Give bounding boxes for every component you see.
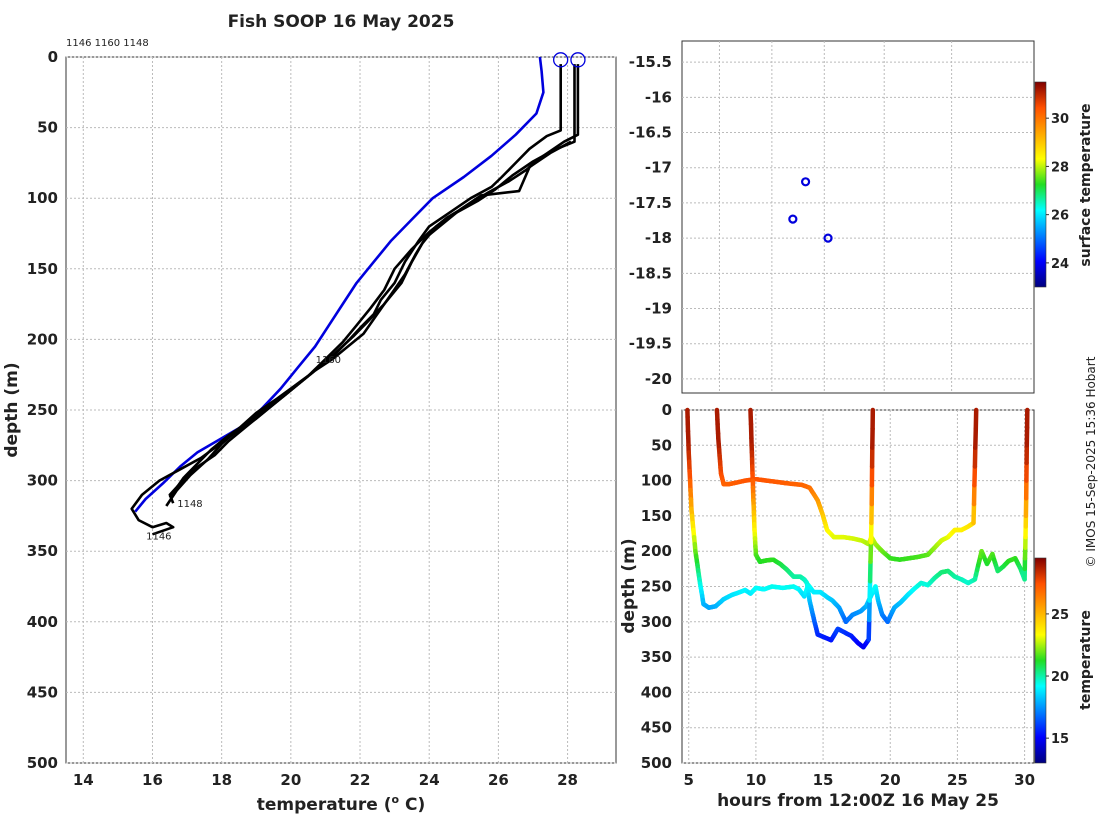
time-y-tick-label: 150	[641, 507, 672, 525]
map-y-tick-label: -15.5	[629, 53, 672, 71]
y-tick-label: 400	[27, 613, 58, 631]
track-segment	[867, 578, 873, 603]
time-y-tick-label: 0	[662, 401, 672, 419]
colorbar-tick-label: 15	[1051, 732, 1069, 747]
colorbar-label: temperature	[1078, 610, 1094, 710]
time-x-tick-label: 15	[813, 771, 834, 789]
time-y-axis-label: depth (m)	[619, 538, 639, 633]
track-segment	[972, 464, 978, 488]
track-segment	[868, 540, 874, 565]
time-x-axis-label: hours from 12:00Z 16 May 25	[717, 791, 999, 811]
map-point	[788, 214, 798, 224]
map-y-tick-label: -16.5	[629, 124, 672, 142]
time-y-tick-label: 50	[651, 436, 672, 454]
map-y-tick-label: -16	[645, 88, 672, 106]
time-x-tick-label: 5	[683, 771, 693, 789]
map-y-tick-label: -18	[645, 229, 672, 247]
colorbar-tick-label: 30	[1051, 112, 1069, 127]
colorbar-label: surface temperature	[1078, 103, 1094, 266]
colorbar-scale	[1034, 557, 1047, 764]
y-tick-label: 150	[27, 260, 58, 278]
track-mid	[748, 407, 876, 650]
y-axis-label: depth (m)	[2, 362, 22, 457]
x-tick-label: 16	[142, 771, 163, 789]
colorbar-tick-label: 25	[1051, 608, 1069, 623]
surface-marker	[553, 52, 569, 68]
y-tick-label: 200	[27, 330, 58, 348]
map-point	[800, 177, 811, 187]
map-point	[823, 233, 833, 243]
time-y-tick-label: 250	[641, 578, 672, 596]
y-tick-label: 250	[27, 401, 58, 419]
time-x-tick-label: 25	[947, 771, 968, 789]
colorbar-tick-label: 28	[1051, 160, 1069, 175]
temperature-colorbar: 15 20 25 temperature	[1034, 557, 1094, 764]
y-tick-label: 500	[27, 754, 58, 772]
map-y-tick-label: -19.5	[629, 335, 672, 353]
time-y-tick-label: 500	[641, 754, 672, 772]
profile-label: 1160	[316, 355, 341, 366]
x-tick-label: 18	[211, 771, 232, 789]
time-y-tick-label: 100	[641, 472, 672, 490]
surface-temperature-colorbar: 24 26 28 30 surface temperature	[1034, 81, 1094, 288]
profile-label: 1146	[146, 532, 171, 543]
x-tick-label: 24	[419, 771, 440, 789]
profile-plot-area	[65, 56, 617, 764]
track-lower	[714, 407, 979, 562]
time-y-tick-label: 450	[641, 719, 672, 737]
depth-time-chart: 5 10 15 20 25 3005010015020025030035040045050…	[619, 401, 1035, 811]
y-tick-label: 100	[27, 189, 58, 207]
profile-chart: 14 16 18 20 22 24 26 28 0 50 100 150 200 250 300 350 400…	[2, 12, 617, 815]
time-y-tick-label: 350	[641, 648, 672, 666]
colorbar-scale	[1034, 81, 1047, 288]
colorbar-tick-label: 20	[1051, 670, 1069, 685]
profile-label: 1148	[177, 499, 202, 510]
y-tick-label: 50	[37, 119, 58, 137]
track-segment	[866, 617, 872, 642]
y-tick-label: 0	[48, 48, 58, 66]
x-tick-label: 14	[73, 771, 94, 789]
map-y-tick-label: -17	[645, 159, 672, 177]
profile-line-1160	[134, 56, 545, 513]
map-plot-area	[681, 40, 1035, 394]
time-y-tick-label: 400	[641, 683, 672, 701]
time-x-tick-label: 20	[880, 771, 901, 789]
map-y-tick-label: -18.5	[629, 264, 672, 282]
x-tick-label: 26	[488, 771, 509, 789]
y-tick-label: 350	[27, 542, 58, 560]
time-y-tick-label: 200	[641, 542, 672, 560]
x-tick-label: 22	[350, 771, 371, 789]
top-label: 1146 1160 1148	[66, 38, 149, 49]
axis-gap	[681, 403, 1035, 411]
map-y-tick-label: -17.5	[629, 194, 672, 212]
footer-credit: © IMOS 15-Sep-2025 15:36 Hobart	[1084, 356, 1098, 567]
profile-line-extra-2	[168, 140, 572, 499]
x-tick-label: 20	[280, 771, 301, 789]
chart-title: Fish SOOP 16 May 2025	[228, 12, 455, 32]
map-y-tick-label: -19	[645, 300, 672, 318]
colorbar-tick-label: 26	[1051, 209, 1069, 224]
y-tick-label: 450	[27, 683, 58, 701]
x-axis-label: temperature (o C)	[257, 793, 426, 815]
map-chart: -15.5 -16 -16.5 -17 -17.5 -18 -18.5 -19 -19.5 -20…	[629, 40, 1035, 423]
y-tick-label: 300	[27, 472, 58, 490]
track-segment	[971, 501, 977, 526]
x-tick-label: 28	[557, 771, 578, 789]
map-y-tick-label: -20	[645, 370, 672, 388]
track-segment	[973, 426, 979, 450]
profile-line-extra-1	[165, 64, 576, 507]
time-y-tick-label: 300	[641, 613, 672, 631]
time-x-tick-label: 10	[745, 771, 766, 789]
surface-marker	[570, 52, 586, 68]
colorbar-tick-label: 24	[1051, 257, 1069, 272]
time-x-tick-label: 30	[1014, 771, 1035, 789]
